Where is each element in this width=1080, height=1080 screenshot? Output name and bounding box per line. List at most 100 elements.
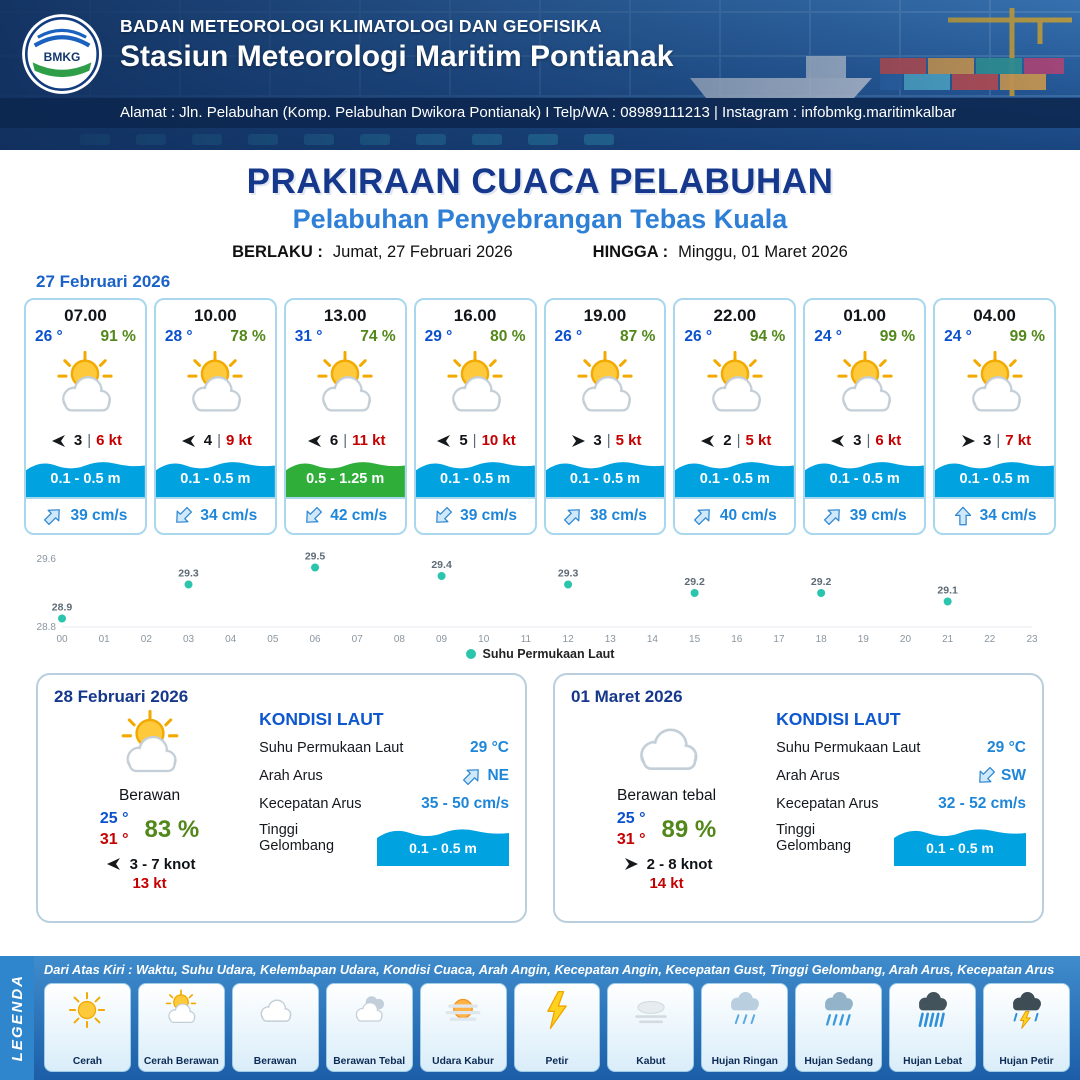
bmkg-logo-text: BMKG xyxy=(43,50,81,64)
humidity: 94 % xyxy=(749,328,786,345)
legend-bar: LEGENDA Dari Atas Kiri : Waktu, Suhu Uda… xyxy=(0,956,1080,1080)
sun-cloud-icon xyxy=(805,346,924,430)
sea-conditions-title: KONDISI LAUT xyxy=(259,709,384,729)
sun-cloud-icon xyxy=(104,709,196,787)
sun-cloud-icon xyxy=(416,346,535,430)
forecast-card: 07.00 26 ° 91 % 3 | 6 kt 0.1 - 0.5 m 39 cm/… xyxy=(24,298,147,535)
current-direction: SW xyxy=(1001,767,1026,784)
svg-text:12: 12 xyxy=(563,634,575,645)
wind-direction-icon xyxy=(434,433,454,449)
hingga-value: Minggu, 01 Maret 2026 xyxy=(678,243,848,261)
air-temp: 24 ° xyxy=(814,328,842,345)
wind-speed: 6 xyxy=(329,432,339,449)
wind-direction-icon xyxy=(958,433,978,449)
gust-speed: 5 kt xyxy=(615,432,642,449)
svg-text:17: 17 xyxy=(773,634,785,645)
current-speed: 35 - 50 cm/s xyxy=(421,795,509,812)
current-direction-label: Arah Arus xyxy=(259,768,323,784)
legend-label: Cerah Berawan xyxy=(143,1056,219,1067)
svg-text:15: 15 xyxy=(689,634,701,645)
current-direction-icon xyxy=(458,762,486,790)
forecast-card: 22.00 26 ° 94 % 2 | 5 kt 0.1 - 0.5 m 40 cm/… xyxy=(673,298,797,535)
station-name: Stasiun Meteorologi Maritim Pontianak xyxy=(120,40,674,73)
sst-chart: 28.8 29.6 00 01 02 03 04 05 06 07 08 09 10 11 12 13 14 15… xyxy=(37,551,1038,646)
light-rain-icon xyxy=(724,989,766,1031)
sst-label: Suhu Permukaan Laut xyxy=(259,740,404,756)
svg-text:00: 00 xyxy=(56,634,68,645)
wind-speed: 3 xyxy=(983,432,992,449)
forecast-card: 16.00 29 ° 80 % 5 | 10 kt 0.1 - 0.5 m 39 cm… xyxy=(413,298,537,535)
sun-icon xyxy=(66,989,108,1031)
forecast-time: 10.00 xyxy=(194,306,237,325)
divider: | xyxy=(472,432,477,449)
forecast-card: 19.00 26 ° 87 % 3 | 5 kt 0.1 - 0.5 m 38 cm/… xyxy=(543,298,667,535)
sea-conditions-title: KONDISI LAUT xyxy=(776,709,901,729)
legend-label: Berawan xyxy=(253,1056,297,1067)
gust-speed: 6 kt xyxy=(875,432,902,449)
wind-speed: 5 xyxy=(459,432,468,449)
forecast-time: 01.00 xyxy=(843,306,886,325)
wave-height-band: 0.1 - 0.5 m xyxy=(805,455,925,497)
current-direction: NE xyxy=(487,767,509,784)
svg-text:03: 03 xyxy=(183,634,195,645)
sst-label: Suhu Permukaan Laut xyxy=(776,740,921,756)
legend-label: Hujan Lebat xyxy=(903,1056,963,1067)
current-speed-label: Kecepatan Arus xyxy=(259,796,362,812)
svg-text:21: 21 xyxy=(942,634,954,645)
wave-height-band: 0.1 - 0.5 m xyxy=(545,455,665,497)
svg-text:11: 11 xyxy=(521,634,532,645)
svg-text:09: 09 xyxy=(436,634,448,645)
wind-direction-icon xyxy=(828,433,848,449)
svg-text:16: 16 xyxy=(731,634,743,645)
humidity: 91 % xyxy=(100,328,136,345)
svg-text:29.1: 29.1 xyxy=(937,585,958,597)
legend-dot xyxy=(465,649,476,659)
wind-direction-icon xyxy=(698,433,718,449)
current-speed: 38 cm/s xyxy=(589,507,647,524)
current-direction-icon xyxy=(39,502,67,530)
air-temp: 29 ° xyxy=(424,328,453,345)
air-temp: 26 ° xyxy=(35,328,63,345)
current-direction-label: Arah Arus xyxy=(776,768,840,784)
wave-height: 0.1 - 0.5 m xyxy=(409,840,477,856)
svg-text:20: 20 xyxy=(900,634,912,645)
current-speed: 42 cm/s xyxy=(330,507,388,524)
legend-item: Cerah xyxy=(44,983,131,1072)
forecast-time: 13.00 xyxy=(323,306,367,325)
divider: | xyxy=(217,432,221,449)
divider: | xyxy=(996,432,1001,449)
temp-max: 31 ° xyxy=(616,830,646,848)
current-direction-icon xyxy=(819,502,847,530)
address-bar: Alamat : Jln. Pelabuhan (Komp. Pelabuhan… xyxy=(0,98,1080,128)
svg-text:19: 19 xyxy=(858,634,870,645)
air-temp: 31 ° xyxy=(294,328,323,345)
lightning-icon xyxy=(536,989,578,1031)
forecast-time: 04.00 xyxy=(973,306,1016,325)
wind-direction-icon xyxy=(621,856,641,872)
sun-cloud-icon xyxy=(26,346,145,430)
current-direction-icon xyxy=(299,502,327,530)
wind-speed: 2 xyxy=(723,432,732,449)
current-direction-icon xyxy=(559,502,587,530)
legend-label: Berawan Tebal xyxy=(333,1056,406,1067)
wind-range: 2 - 8 knot xyxy=(646,855,713,873)
forecast-card: 10.00 28 ° 78 % 4 | 9 kt 0.1 - 0.5 m 34 cm/… xyxy=(153,298,277,535)
gust-speed: 13 kt xyxy=(132,874,167,892)
legend-item: Udara Kabur xyxy=(419,983,507,1072)
divider: | xyxy=(87,432,92,449)
legend-item: Cerah Berawan xyxy=(137,983,225,1072)
thick-cloud-icon xyxy=(348,989,390,1031)
svg-text:29.4: 29.4 xyxy=(431,559,452,571)
daily-date: 01 Maret 2026 xyxy=(571,687,683,706)
current-speed-label: Kecepatan Arus xyxy=(776,796,879,812)
current-speed: 39 cm/s xyxy=(70,507,128,524)
svg-text:10: 10 xyxy=(478,634,490,645)
heavy-rain-icon xyxy=(912,989,954,1031)
gust-speed: 10 kt xyxy=(481,432,516,449)
forecast-card: 01.00 24 ° 99 % 3 | 6 kt 0.1 - 0.5 m 39 cm/… xyxy=(803,298,927,535)
wave-height-band: 0.1 - 0.5 m xyxy=(26,455,145,497)
wave-height: 0.5 - 1.25 m xyxy=(306,471,385,487)
wave-height-band: 0.1 - 0.5 m xyxy=(675,455,795,497)
svg-text:29.2: 29.2 xyxy=(811,576,832,588)
